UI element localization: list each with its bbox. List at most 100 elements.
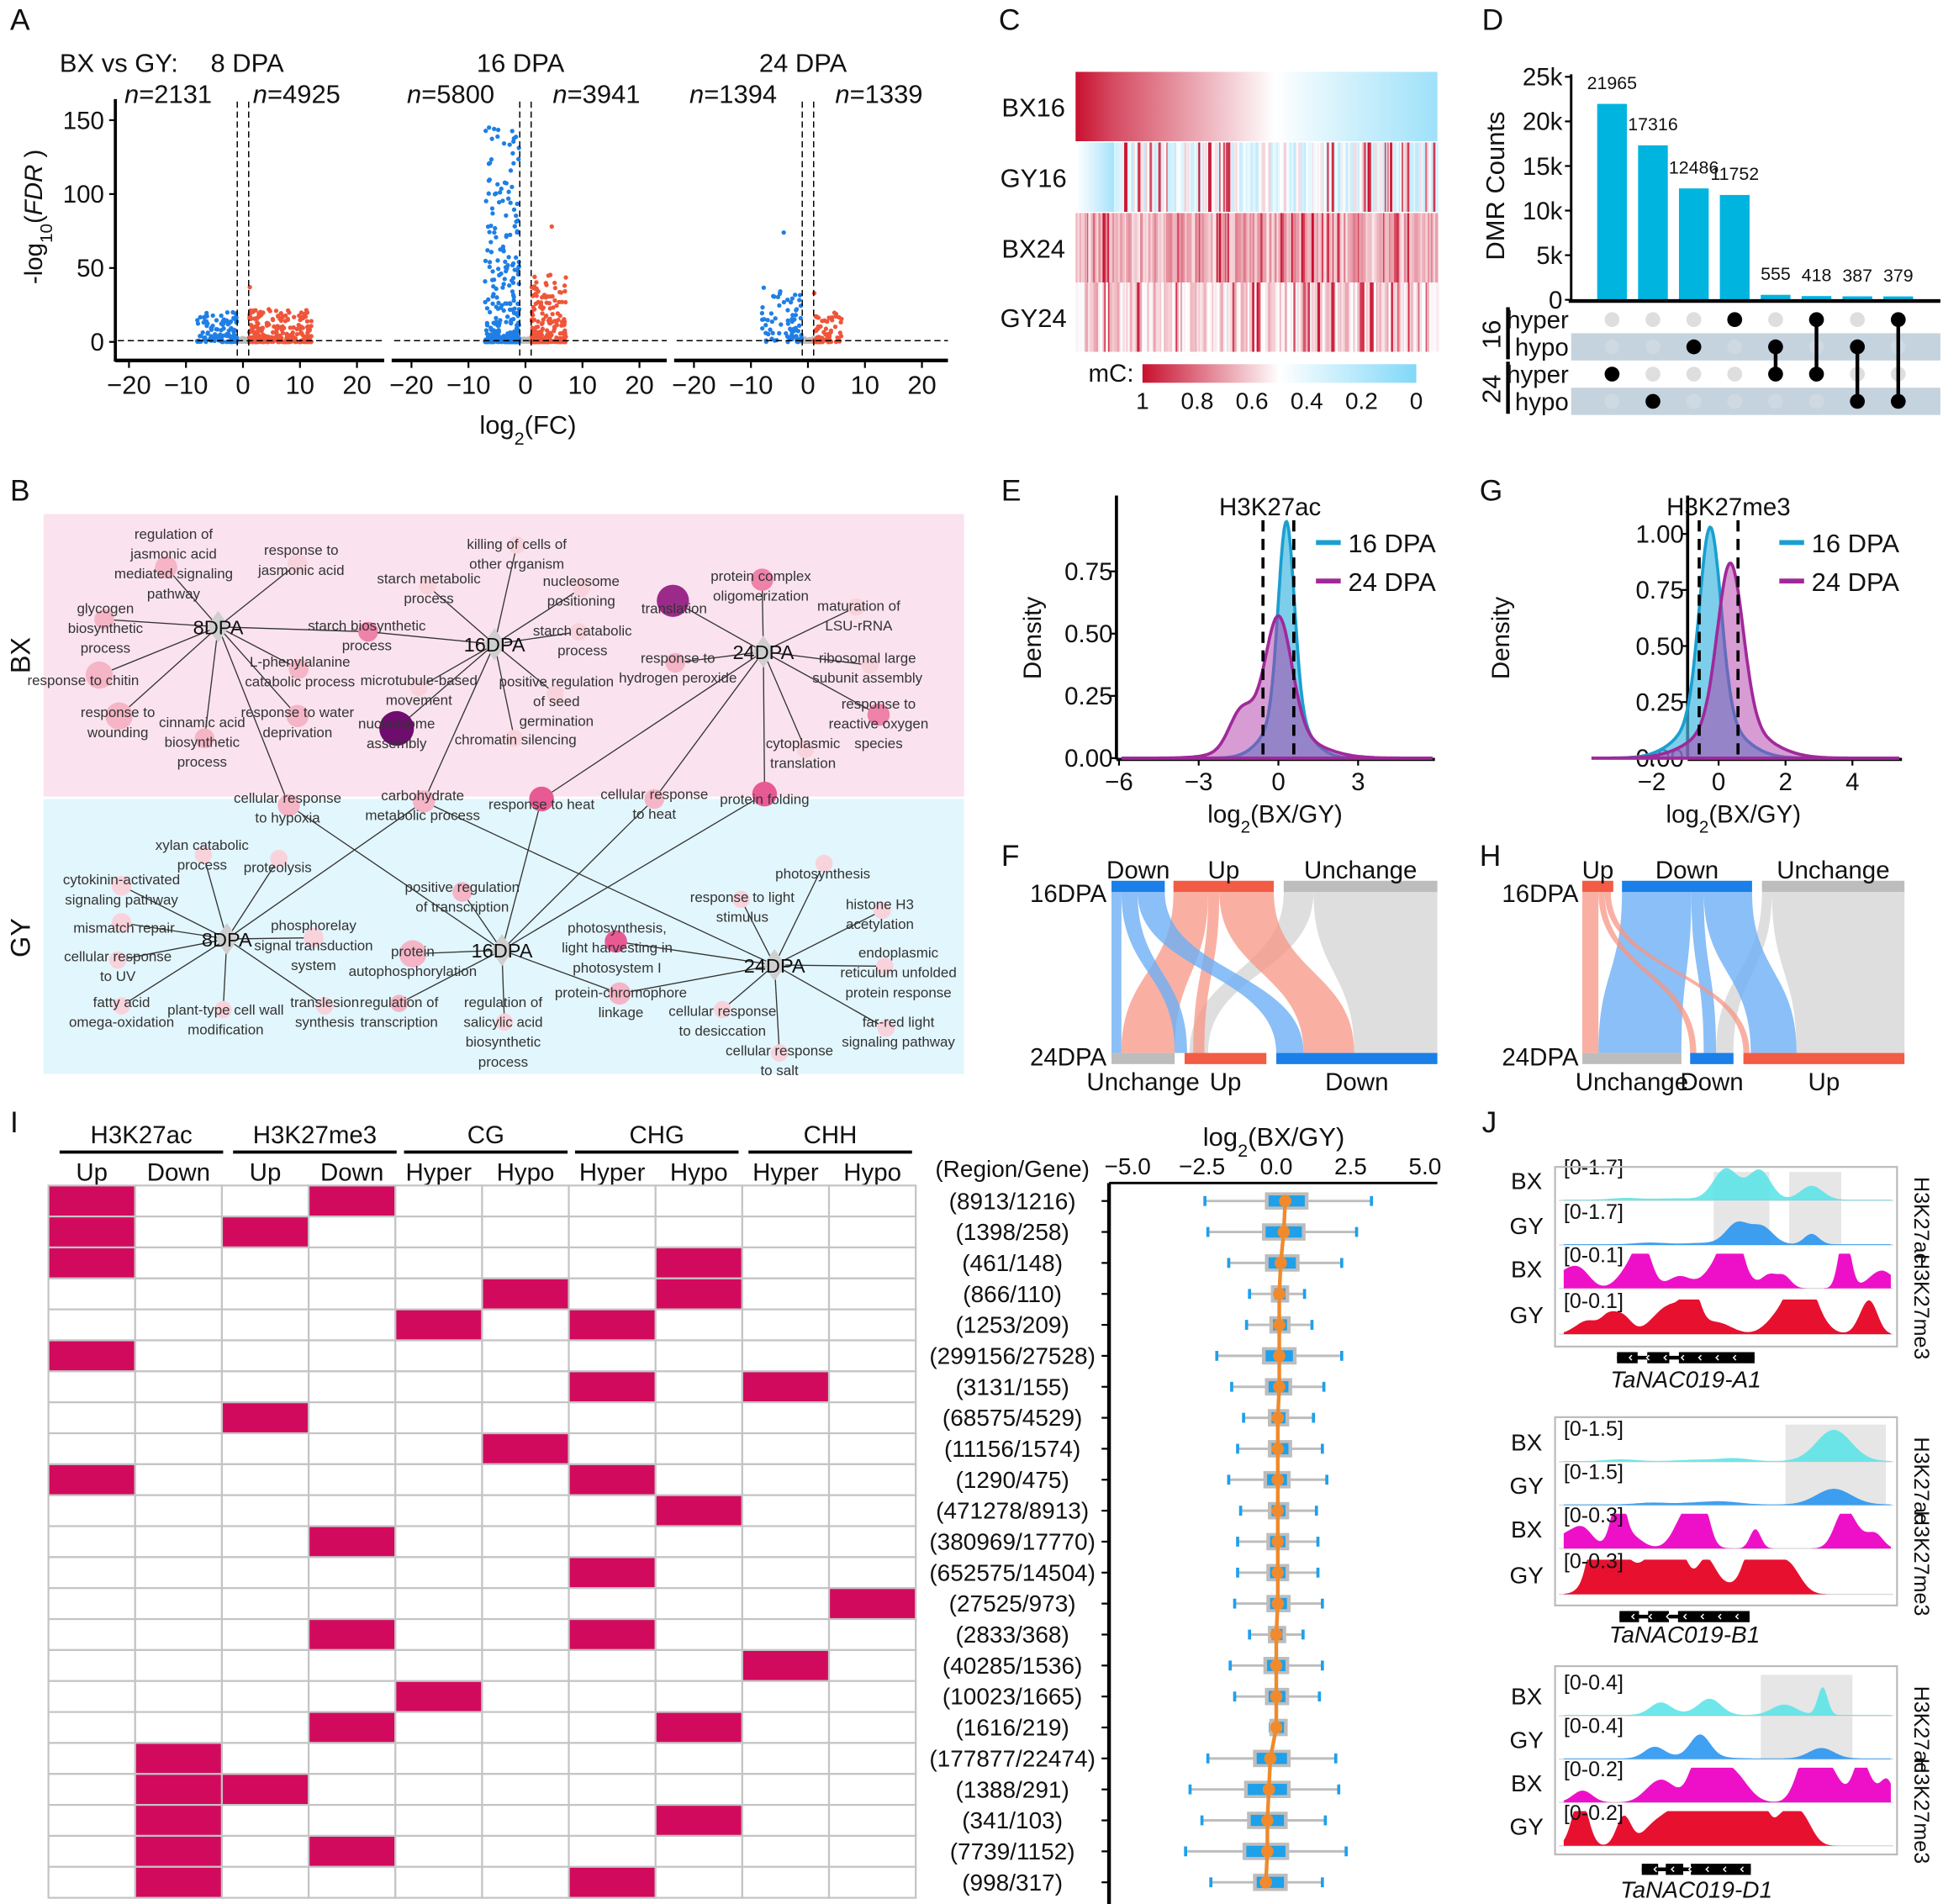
heatmap-cell [1301,142,1305,212]
heatmap-cell [1249,282,1251,352]
matrix-band [1571,388,1940,415]
go-term-label-line: regulation of [360,994,439,1010]
heatmap-cell [1227,213,1230,282]
heatmap-cell [1169,142,1171,212]
heatmap-cell [1194,142,1196,212]
table-cell [827,1742,917,1775]
mark-group-header: CHG [629,1121,684,1149]
go-term-label: response to water deprivation [241,704,355,741]
panel-letter-d: D [1482,3,1504,36]
heatmap-cell [1371,213,1375,282]
strand-arrow-icon [1663,1354,1667,1361]
table-cell [654,1370,743,1404]
heatmap-cell [1112,213,1115,282]
heatmap-cell [1349,142,1352,212]
down-point [483,279,488,284]
heatmap-cell [1201,142,1203,212]
stage-node [1582,880,1613,893]
heatmap-cell [1270,142,1274,212]
down-point [224,310,230,315]
heatmap-cell [1405,282,1408,352]
go-term-label: maturation of LSU-rRNA [817,599,900,635]
up-point [254,332,259,338]
flow-ribbon [1313,892,1438,1053]
heatmap-cell [1114,282,1117,352]
heatmap-cell [1161,142,1164,212]
heatmap-cell [1412,282,1414,352]
heatmap-cell [1078,282,1080,352]
heatmap-cell [1366,213,1368,282]
up-point [267,307,272,312]
heatmap-cell [1389,213,1391,282]
heatmap-cell [1367,282,1370,352]
heatmap-cell [1080,213,1084,282]
down-point [483,258,488,264]
track-range-label: [0-0.2] [1564,1801,1624,1825]
down-point [504,233,510,238]
heatmap-cell [1373,282,1377,352]
region-gene-count: (2833/368) [955,1622,1069,1648]
heatmap-cell [1261,142,1264,212]
mark-subheader: Down [147,1158,210,1186]
down-point [494,235,499,240]
heatmap-cell [1137,213,1139,282]
go-term-label-line: omega-oxidation [69,1015,174,1031]
active-dot [1686,339,1702,355]
heatmap-cell [1087,142,1090,212]
down-point [768,327,773,332]
go-term-label: photosynthesis [775,866,870,882]
active-dot [1768,367,1783,382]
n-value: =3941 [568,79,641,108]
inactive-dot [1727,339,1743,355]
intersection-column [1604,312,1620,409]
region-gene-count: (11156/1574) [944,1436,1080,1462]
n-value: =2131 [139,79,212,108]
heatmap-cell [1426,142,1429,212]
down-point [510,150,515,156]
gene-exon [1666,1864,1684,1875]
go-term-node [358,621,378,642]
heatmap-cell [1379,282,1382,352]
down-point [496,266,501,272]
go-term-node [572,579,590,598]
gene-track-group: BX[0-1.5]GY[0-1.5]BX[0-0.3]GY[0-0.3]H3K2… [1509,1416,1933,1648]
heatmap-cell [1090,213,1094,282]
heatmap-cell [1410,142,1412,212]
table-cell-marked [134,1773,224,1806]
up-point [559,299,564,304]
down-point [491,284,496,289]
heatmap-cell [1396,142,1400,212]
go-term-label-line: of transcription [415,899,509,915]
go-term-label-line: photosystem I [573,960,661,976]
down-point [514,255,519,260]
heatmap-cell [1104,142,1106,212]
table-cell [741,1711,831,1744]
heatmap-cell [1100,282,1103,352]
network-edge [226,936,314,940]
go-term-label-line: biosynthetic [165,735,240,751]
heatmap-cell [1176,213,1180,282]
x-tick-label: 0 [235,371,250,400]
table-cell [827,1277,917,1311]
up-point [550,311,555,317]
track-range-label: [0-1.7] [1564,1200,1624,1224]
heatmap-cell [1369,142,1372,212]
heatmap-cell [1093,282,1095,352]
go-term-label-line: stimulus [716,909,768,925]
down-point [487,177,493,182]
go-term-label-line: to hypoxia [255,810,320,826]
heatmap-cell [1358,142,1360,212]
heatmap-cell [1331,282,1333,352]
go-term-node [644,788,665,810]
heatmap-cell [1145,282,1148,352]
legend-label: 16 DPA [1348,529,1436,558]
x-tick-label: 2 [1778,768,1792,796]
set-row-label: hyper [1507,307,1569,335]
median-point [1271,1566,1285,1580]
label-rest: (FC) [525,410,577,440]
heatmap-cell [1113,213,1117,282]
go-term-label: regulation of transcription [360,994,439,1031]
down-point [221,326,226,331]
